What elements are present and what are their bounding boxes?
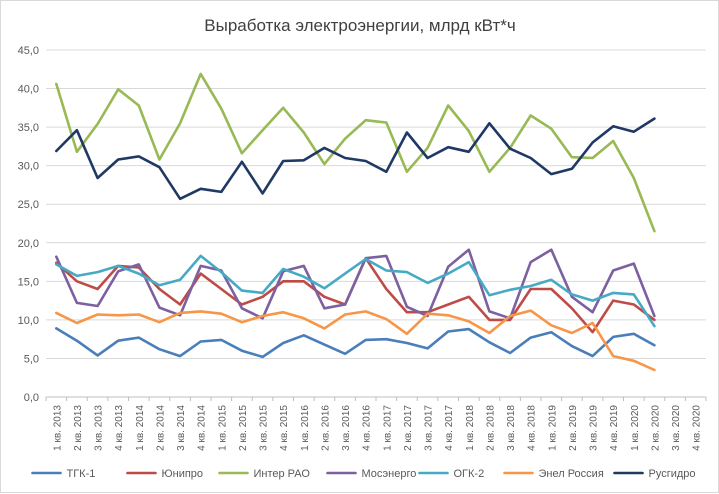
x-tick-label: 2 кв. 2019 [568,405,579,451]
legend-item: Русгидро [613,468,696,480]
legend-item: Юнипро [126,468,204,480]
series-line [54,256,656,334]
legend-label: Мосэнерго [362,468,417,480]
legend-label: Энел Россия [539,468,604,480]
x-tick-label: 3 кв. 2018 [506,405,517,451]
series-line [54,72,656,233]
x-tick-label: 3 кв. 2016 [341,405,352,451]
x-tick-label: 2 кв. 2016 [320,405,331,451]
legend-label: Русгидро [649,468,696,480]
y-tick-label: 40,0 [18,84,39,96]
x-tick-label: 1 кв. 2019 [547,405,558,451]
y-axis-ticks: 0,0 5,0 10,0 15,0 20,0 25,0 30,0 35,0 40,0 45,0 [18,45,39,404]
x-tick-label: 2 кв. 2014 [155,405,166,451]
y-tick-label: 5,0 [24,353,39,365]
legend-item: Интер РАО [218,468,311,480]
x-tick-label: 4 кв. 2019 [609,405,620,451]
x-tick-label: 4 кв. 2017 [444,405,455,451]
x-tick-label: 3 кв. 2015 [259,405,270,451]
x-tick-label: 4 кв. 2015 [279,405,290,451]
series-line [54,248,656,320]
legend-label: ОГК-2 [454,468,485,480]
y-tick-label: 45,0 [18,45,39,57]
x-tick-label: 3 кв. 2020 [671,405,682,451]
x-tick-label: 3 кв. 2013 [94,405,105,451]
x-tick-label: 4 кв. 2014 [197,405,208,451]
x-tick-label: 1 кв. 2015 [217,405,228,451]
x-tick-label: 3 кв. 2014 [176,405,187,451]
y-tick-label: 20,0 [18,238,39,250]
legend-item: ТГК-1 [31,468,96,480]
x-tick-label: 3 кв. 2017 [424,405,435,451]
x-tick-label: 2 кв. 2015 [238,405,249,451]
x-tick-label: 1 кв. 2014 [135,405,146,451]
y-tick-label: 25,0 [18,199,39,211]
x-tick-label: 4 кв. 2020 [692,405,703,451]
series-line [54,327,656,359]
x-tick-label: 2 кв. 2013 [73,405,84,451]
x-tick-label: 1 кв. 2020 [630,405,641,451]
legend-item: Мосэнерго [326,468,417,480]
legend: ТГК-1 Юнипро Интер РАО Мосэнерго ОГК-2 Энел Р… [31,468,696,480]
legend-label: Юнипро [162,468,204,480]
y-tick-label: 30,0 [18,161,39,173]
x-tick-label: 3 кв. 2019 [589,405,600,451]
y-tick-label: 0,0 [24,392,39,404]
series-line [54,309,656,372]
legend-label: ТГК-1 [67,468,96,480]
x-tick-label: 4 кв. 2016 [362,405,373,451]
x-tick-label: 2 кв. 2018 [485,405,496,451]
x-tick-label: 1 кв. 2017 [382,405,393,451]
x-tick-label: 2 кв. 2020 [650,405,661,451]
series-line [54,254,656,328]
x-tick-label: 4 кв. 2018 [527,405,538,451]
x-tick-label: 1 кв. 2016 [300,405,311,451]
x-axis-ticks: 1 кв. 2013 2 кв. 2013 3 кв. 2013 4 кв. 2013… [45,397,707,451]
y-tick-label: 35,0 [18,122,39,134]
x-tick-label: 4 кв. 2013 [114,405,125,451]
x-tick-label: 2 кв. 2017 [403,405,414,451]
legend-item: ОГК-2 [418,468,485,480]
y-tick-label: 10,0 [18,315,39,327]
series-line [54,117,656,201]
chart-title: Выработка электроэнергии, млрд кВт*ч [204,16,515,35]
x-tick-label: 1 кв. 2013 [52,405,63,451]
x-tick-label: 1 кв. 2018 [465,405,476,451]
series-lines [54,72,656,372]
legend-label: Интер РАО [254,468,311,480]
legend-item: Энел Россия [503,468,604,480]
y-tick-label: 15,0 [18,276,39,288]
